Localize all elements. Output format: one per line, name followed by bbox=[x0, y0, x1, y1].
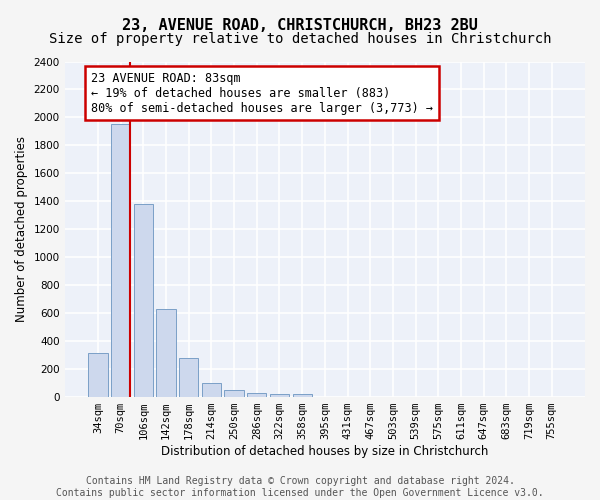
Bar bbox=[202, 384, 221, 396]
Bar bbox=[247, 392, 266, 396]
Text: 23 AVENUE ROAD: 83sqm
← 19% of detached houses are smaller (883)
80% of semi-det: 23 AVENUE ROAD: 83sqm ← 19% of detached … bbox=[91, 72, 433, 114]
Text: Size of property relative to detached houses in Christchurch: Size of property relative to detached ho… bbox=[49, 32, 551, 46]
Bar bbox=[111, 124, 130, 396]
Bar bbox=[224, 390, 244, 396]
Y-axis label: Number of detached properties: Number of detached properties bbox=[15, 136, 28, 322]
X-axis label: Distribution of detached houses by size in Christchurch: Distribution of detached houses by size … bbox=[161, 444, 488, 458]
Text: 23, AVENUE ROAD, CHRISTCHURCH, BH23 2BU: 23, AVENUE ROAD, CHRISTCHURCH, BH23 2BU bbox=[122, 18, 478, 32]
Bar bbox=[134, 204, 153, 396]
Bar bbox=[88, 352, 107, 397]
Bar bbox=[270, 394, 289, 396]
Bar bbox=[293, 394, 312, 396]
Bar bbox=[157, 310, 176, 396]
Bar bbox=[179, 358, 199, 397]
Text: Contains HM Land Registry data © Crown copyright and database right 2024.
Contai: Contains HM Land Registry data © Crown c… bbox=[56, 476, 544, 498]
